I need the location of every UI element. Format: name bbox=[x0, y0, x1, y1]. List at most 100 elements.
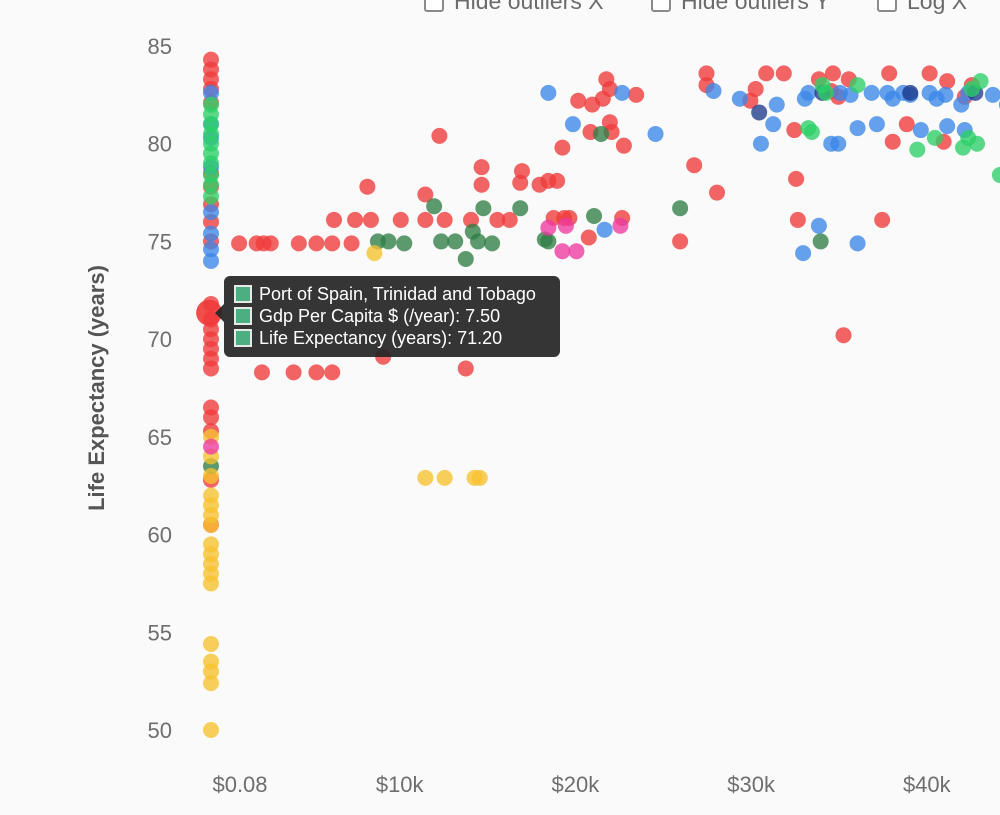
data-point[interactable] bbox=[417, 469, 434, 486]
data-point[interactable] bbox=[672, 200, 689, 217]
data-point[interactable] bbox=[868, 116, 885, 133]
data-point[interactable] bbox=[457, 251, 474, 268]
data-point[interactable] bbox=[812, 233, 829, 250]
data-point[interactable] bbox=[203, 675, 219, 692]
log-x-checkbox[interactable]: Log X bbox=[877, 0, 967, 15]
data-point[interactable] bbox=[231, 235, 248, 252]
data-point[interactable] bbox=[512, 200, 529, 217]
data-point[interactable] bbox=[614, 84, 631, 101]
data-point[interactable] bbox=[554, 243, 571, 260]
data-point[interactable] bbox=[489, 211, 506, 228]
data-point[interactable] bbox=[501, 211, 518, 228]
data-point[interactable] bbox=[752, 135, 769, 152]
data-point[interactable] bbox=[366, 245, 383, 262]
data-point[interactable] bbox=[431, 127, 448, 144]
data-point[interactable] bbox=[290, 235, 307, 252]
data-point[interactable] bbox=[436, 469, 453, 486]
data-point[interactable] bbox=[325, 211, 342, 228]
data-point[interactable] bbox=[593, 125, 610, 142]
data-point[interactable] bbox=[324, 364, 341, 381]
data-point[interactable] bbox=[874, 211, 891, 228]
data-point[interactable] bbox=[628, 86, 645, 103]
data-point[interactable] bbox=[417, 211, 434, 228]
data-point[interactable] bbox=[203, 467, 219, 484]
data-point[interactable] bbox=[512, 174, 529, 191]
data-point[interactable] bbox=[849, 235, 866, 252]
data-point[interactable] bbox=[830, 135, 847, 152]
data-point[interactable] bbox=[203, 575, 219, 592]
data-point[interactable] bbox=[324, 235, 341, 252]
data-point[interactable] bbox=[549, 172, 566, 189]
data-point[interactable] bbox=[203, 241, 219, 258]
data-point[interactable] bbox=[580, 229, 597, 246]
data-point[interactable] bbox=[253, 364, 270, 381]
data-point[interactable] bbox=[484, 235, 501, 252]
data-point[interactable] bbox=[203, 663, 219, 680]
data-point[interactable] bbox=[203, 722, 219, 738]
data-point[interactable] bbox=[203, 176, 219, 193]
data-point[interactable] bbox=[647, 125, 664, 142]
data-point[interactable] bbox=[203, 409, 219, 426]
data-point[interactable] bbox=[921, 65, 938, 82]
data-point[interactable] bbox=[991, 166, 1000, 183]
data-point[interactable] bbox=[417, 186, 434, 203]
data-point[interactable] bbox=[881, 65, 898, 82]
data-point[interactable] bbox=[788, 170, 805, 187]
data-point[interactable] bbox=[898, 116, 915, 133]
data-point[interactable] bbox=[203, 516, 219, 533]
data-point[interactable] bbox=[926, 129, 943, 146]
data-point[interactable] bbox=[203, 84, 219, 101]
data-point[interactable] bbox=[902, 84, 919, 101]
data-point[interactable] bbox=[203, 636, 219, 653]
data-point[interactable] bbox=[203, 188, 219, 205]
data-point[interactable] bbox=[800, 84, 817, 101]
data-point[interactable] bbox=[912, 122, 929, 139]
data-point[interactable] bbox=[473, 176, 490, 193]
data-point[interactable] bbox=[601, 80, 618, 97]
data-point[interactable] bbox=[810, 217, 827, 234]
data-point[interactable] bbox=[285, 364, 302, 381]
data-point[interactable] bbox=[470, 233, 487, 250]
data-point[interactable] bbox=[803, 123, 820, 140]
data-point[interactable] bbox=[203, 438, 219, 455]
data-point[interactable] bbox=[909, 141, 926, 158]
data-point[interactable] bbox=[540, 84, 557, 101]
data-point[interactable] bbox=[849, 120, 866, 137]
data-point[interactable] bbox=[570, 92, 587, 109]
data-point[interactable] bbox=[380, 233, 397, 250]
data-point[interactable] bbox=[426, 198, 443, 215]
data-point[interactable] bbox=[972, 73, 989, 90]
data-point[interactable] bbox=[939, 118, 956, 135]
data-point[interactable] bbox=[463, 211, 480, 228]
data-point[interactable] bbox=[824, 65, 841, 82]
data-point[interactable] bbox=[615, 137, 632, 154]
data-point[interactable] bbox=[686, 157, 703, 174]
data-point[interactable] bbox=[786, 122, 803, 139]
checkbox-box[interactable] bbox=[877, 0, 897, 12]
data-point[interactable] bbox=[731, 90, 748, 107]
data-point[interactable] bbox=[849, 77, 866, 94]
data-point[interactable] bbox=[362, 211, 379, 228]
hide-outliers-x-checkbox[interactable]: Hide outliers X bbox=[424, 0, 604, 15]
data-point[interactable] bbox=[203, 225, 219, 242]
data-point[interactable] bbox=[758, 65, 775, 82]
data-point[interactable] bbox=[672, 233, 689, 250]
data-point[interactable] bbox=[937, 86, 954, 103]
data-point[interactable] bbox=[513, 163, 530, 180]
data-point[interactable] bbox=[747, 80, 764, 97]
data-point[interactable] bbox=[473, 159, 490, 176]
data-point[interactable] bbox=[203, 155, 219, 172]
data-point[interactable] bbox=[863, 84, 880, 101]
data-point[interactable] bbox=[359, 178, 376, 195]
data-point[interactable] bbox=[596, 221, 613, 238]
data-point[interactable] bbox=[709, 184, 726, 201]
data-point[interactable] bbox=[203, 252, 219, 269]
data-point[interactable] bbox=[705, 82, 722, 99]
checkbox-box[interactable] bbox=[424, 0, 444, 12]
data-point[interactable] bbox=[436, 211, 453, 228]
data-point[interactable] bbox=[308, 364, 325, 381]
data-point[interactable] bbox=[586, 208, 603, 225]
data-point[interactable] bbox=[835, 327, 852, 344]
data-point[interactable] bbox=[203, 204, 219, 221]
data-point[interactable] bbox=[392, 211, 409, 228]
